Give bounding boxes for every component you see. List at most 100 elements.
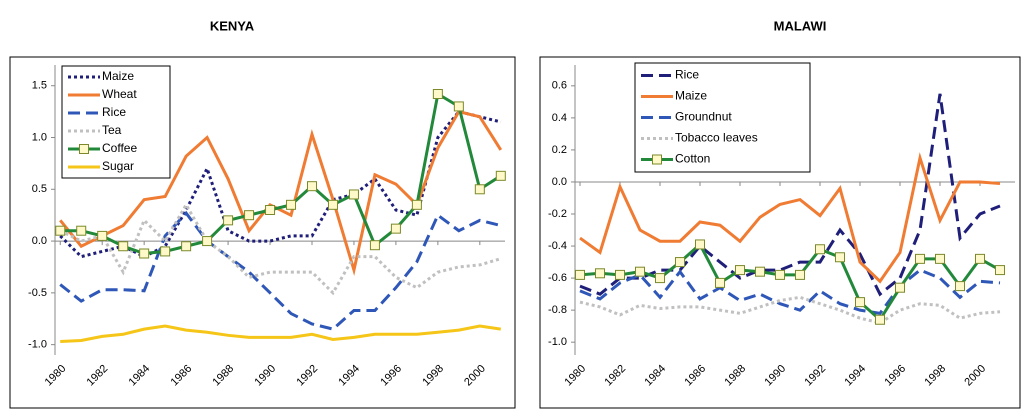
y-tick-label: -1.0 <box>28 339 47 351</box>
point-marker <box>432 89 443 99</box>
x-tick-label: 1994 <box>336 363 362 389</box>
point-marker <box>835 252 845 263</box>
x-tick-label: 2000 <box>962 363 988 389</box>
panel-title: KENYA <box>210 18 255 33</box>
point-marker <box>97 230 108 241</box>
panel-frame <box>9 56 516 409</box>
point-marker <box>995 265 1005 276</box>
point-marker <box>369 240 380 251</box>
point-marker <box>55 225 66 236</box>
point-marker <box>775 269 785 280</box>
series-line <box>59 201 502 296</box>
series-line <box>579 152 1001 284</box>
point-marker <box>411 199 422 210</box>
point-marker <box>635 266 645 277</box>
y-tick-label: 0.4 <box>552 112 567 124</box>
legend-marker <box>652 154 662 165</box>
point-marker <box>715 277 725 288</box>
legend-label: Maize <box>102 69 134 83</box>
point-marker <box>265 205 276 215</box>
y-tick-label: -0.2 <box>548 208 567 220</box>
legend-box <box>61 65 171 179</box>
y-tick-label: 0.0 <box>552 176 567 188</box>
series-line <box>60 91 502 256</box>
x-tick-label: 1988 <box>722 363 748 389</box>
y-tick-label: -0.4 <box>548 240 567 252</box>
y-tick-label: -0.8 <box>548 304 567 316</box>
point-marker <box>675 257 685 268</box>
x-tick-label: 1992 <box>802 363 828 389</box>
point-marker <box>695 239 705 250</box>
point-marker <box>160 246 171 257</box>
series-line <box>579 242 1001 323</box>
point-marker <box>815 244 825 255</box>
point-marker <box>306 181 317 192</box>
point-marker <box>495 170 506 181</box>
legend-marker <box>79 144 89 154</box>
x-tick-label: 1998 <box>420 363 446 389</box>
x-tick-label: 1982 <box>85 363 111 389</box>
point-marker <box>595 268 605 279</box>
panel-frame <box>539 56 1021 409</box>
y-tick-label: 1.5 <box>32 80 47 92</box>
legend-label: Sugar <box>102 159 134 173</box>
x-tick-label: 1998 <box>922 363 948 389</box>
x-tick-label: 1984 <box>127 363 153 389</box>
point-marker <box>453 101 464 112</box>
point-marker <box>755 266 765 277</box>
series-line <box>59 210 502 331</box>
legend-label: Tobacco leaves <box>675 131 758 145</box>
point-marker <box>390 223 401 234</box>
x-tick-label: 1990 <box>762 363 788 389</box>
point-marker <box>655 273 665 284</box>
x-tick-label: 1990 <box>252 363 278 389</box>
series-line <box>579 295 1001 325</box>
point-marker <box>975 253 985 264</box>
series-line <box>59 109 503 277</box>
point-marker <box>575 269 585 280</box>
x-tick-label: 1988 <box>210 363 236 389</box>
y-tick-label: -0.5 <box>28 287 47 299</box>
series-line <box>579 268 1001 315</box>
point-marker <box>474 184 485 195</box>
point-marker <box>935 253 945 264</box>
series-line <box>60 324 502 344</box>
y-tick-label: 0.6 <box>552 80 567 92</box>
y-tick-label: -0.6 <box>548 272 567 284</box>
y-tick-label: 0.0 <box>32 235 47 247</box>
x-tick-label: 2000 <box>462 363 488 389</box>
x-tick-label: 1992 <box>294 363 320 389</box>
legend-label: Groundnut <box>675 110 732 124</box>
x-tick-label: 1996 <box>378 363 404 389</box>
point-marker <box>795 269 805 280</box>
x-tick-label: 1996 <box>882 363 908 389</box>
point-marker <box>348 189 359 200</box>
panel-title: MALAWI <box>774 18 827 33</box>
y-tick-label: -1.0 <box>548 336 567 348</box>
point-marker <box>223 215 234 226</box>
point-marker <box>181 241 192 252</box>
point-marker <box>875 314 885 325</box>
point-marker <box>955 281 965 292</box>
legend-label: Wheat <box>102 87 137 101</box>
x-tick-label: 1980 <box>43 363 69 389</box>
legend-label: Rice <box>102 105 126 119</box>
x-tick-label: 1986 <box>682 363 708 389</box>
point-marker <box>202 236 213 247</box>
y-tick-label: 1.0 <box>32 131 47 143</box>
point-marker <box>327 199 338 210</box>
point-marker <box>76 225 87 236</box>
x-tick-label: 1994 <box>842 363 868 389</box>
legend-label: Rice <box>675 68 699 82</box>
legend-label: Cotton <box>675 152 710 166</box>
x-tick-label: 1980 <box>562 363 588 389</box>
x-tick-label: 1984 <box>642 363 668 389</box>
y-tick-label: 0.2 <box>552 144 567 156</box>
point-marker <box>855 297 865 308</box>
point-marker <box>615 269 625 280</box>
point-marker <box>286 199 297 210</box>
x-tick-label: 1986 <box>168 363 194 389</box>
x-tick-label: 1982 <box>602 363 628 389</box>
legend-label: Maize <box>675 89 707 103</box>
